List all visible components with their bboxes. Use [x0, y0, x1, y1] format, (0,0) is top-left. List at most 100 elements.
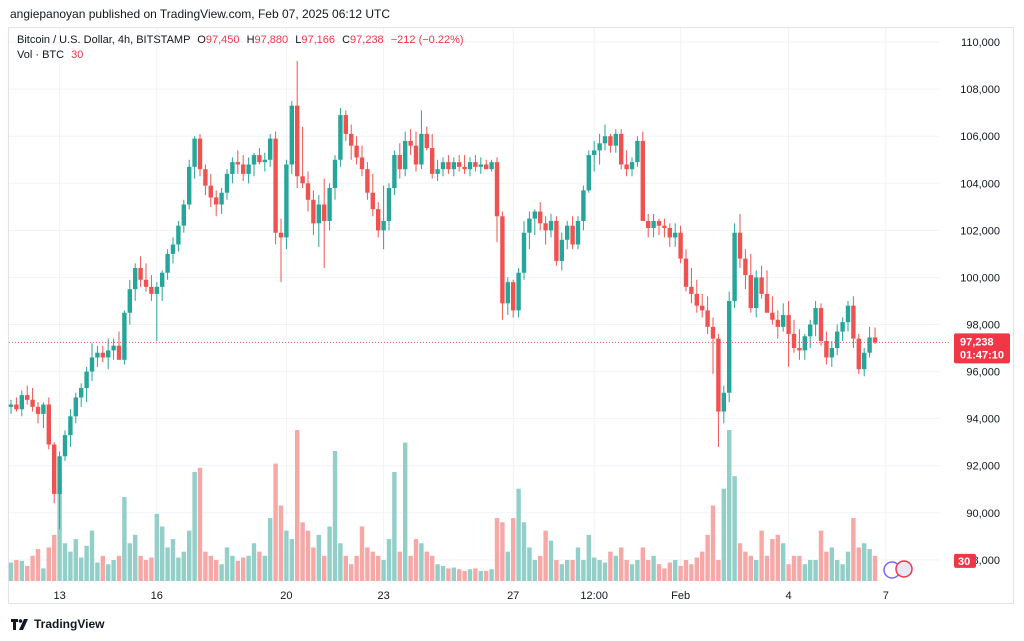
y-tick-label: 90,000 — [966, 508, 1000, 520]
volume-bar — [35, 549, 41, 581]
volume-bar — [764, 555, 770, 581]
volume-bar — [354, 555, 359, 581]
volume-bar — [494, 518, 500, 581]
volume-bar — [311, 547, 316, 581]
volume-bar — [478, 570, 483, 581]
candle-body — [646, 220, 651, 229]
candle-body — [602, 136, 608, 144]
candle-body — [624, 164, 629, 170]
candle-body — [473, 162, 478, 167]
volume-bar — [592, 557, 597, 581]
volume-bar — [424, 551, 429, 581]
volume-bar — [451, 567, 456, 581]
candle-body — [208, 185, 213, 198]
volume-bar — [359, 526, 365, 581]
candle-body — [521, 232, 527, 273]
volume-bar — [786, 564, 791, 581]
candle-body — [257, 155, 262, 163]
candle-body — [79, 388, 84, 398]
candle-body — [138, 268, 143, 280]
volume-bar — [160, 526, 165, 581]
volume-bar — [484, 570, 489, 581]
volume-bar — [397, 551, 402, 581]
candle-body — [332, 159, 338, 189]
candle-body — [127, 289, 132, 313]
candle-body — [224, 173, 230, 193]
candle-body — [381, 220, 386, 231]
candle-body — [95, 352, 100, 358]
candle-body — [440, 162, 446, 170]
candle-body — [716, 338, 721, 412]
candle-body — [424, 133, 429, 149]
volume-bar — [30, 555, 35, 581]
candle-body — [781, 315, 786, 327]
candle-body — [73, 397, 78, 417]
volume-bar — [678, 565, 683, 581]
legend-symbol[interactable]: Bitcoin / U.S. Dollar, 4h, BITSTAMP — [17, 34, 191, 46]
candle-body — [35, 406, 41, 414]
candle-body — [851, 305, 856, 339]
volume-bar — [651, 555, 656, 581]
candle-body — [554, 220, 559, 261]
us-flag-event-icon[interactable] — [895, 560, 913, 578]
volume-bar — [521, 522, 527, 581]
candle-body — [575, 220, 581, 245]
candle-body — [408, 140, 413, 146]
y-tick-label: 110,000 — [961, 37, 1000, 49]
candle-body — [505, 282, 510, 304]
candle-body — [84, 371, 89, 389]
candle-body — [397, 155, 402, 170]
candle-body — [629, 162, 635, 170]
candle-body — [192, 138, 197, 167]
legend-volume-row: Vol · BTC 30 — [17, 48, 464, 63]
chart-frame[interactable] — [8, 27, 1014, 604]
candle-body — [662, 225, 667, 229]
volume-bar — [214, 560, 219, 581]
volume-bar — [257, 551, 262, 581]
candle-body — [710, 326, 716, 339]
volume-bar — [802, 564, 807, 581]
volume-bar — [8, 562, 14, 581]
volume-bar — [208, 555, 213, 581]
volume-bar — [133, 534, 138, 581]
volume-bar — [797, 555, 802, 581]
volume-bar — [511, 518, 516, 581]
volume-bar — [673, 560, 678, 581]
candle-body — [403, 140, 408, 170]
volume-tag-value: 30 — [958, 556, 970, 568]
volume-bar — [268, 518, 273, 581]
candle-body — [683, 258, 689, 287]
candle-body — [791, 333, 797, 349]
volume-bar — [851, 518, 856, 581]
candle-body — [867, 337, 872, 353]
volume-bar — [575, 547, 581, 581]
candle-body — [52, 444, 57, 494]
candle-body — [197, 138, 203, 170]
candle-body — [149, 286, 154, 294]
legend-vol-label[interactable]: Vol · BTC — [17, 49, 65, 61]
candle-body — [278, 232, 284, 238]
candle-body — [451, 162, 456, 170]
volume-bar — [862, 543, 867, 581]
volume-bar — [327, 526, 332, 581]
candle-body — [824, 340, 829, 358]
volume-bar — [386, 539, 392, 581]
candle-body — [133, 268, 138, 290]
volume-bar — [187, 530, 192, 581]
brand-name: TradingView — [34, 617, 105, 631]
volume-bar — [338, 543, 343, 581]
volume-bar — [808, 560, 813, 581]
candle-body — [430, 148, 435, 174]
volume-bar — [570, 560, 575, 581]
volume-bar — [754, 560, 759, 581]
volume-bar — [305, 530, 311, 581]
candle-body — [181, 204, 186, 226]
tradingview-brand[interactable]: TradingView — [11, 617, 104, 631]
volume-bar — [818, 530, 824, 581]
candle-body — [489, 162, 494, 170]
candle-body — [300, 176, 305, 184]
candle-body — [46, 404, 51, 445]
candle-body — [343, 115, 348, 134]
volume-bar — [219, 564, 224, 581]
